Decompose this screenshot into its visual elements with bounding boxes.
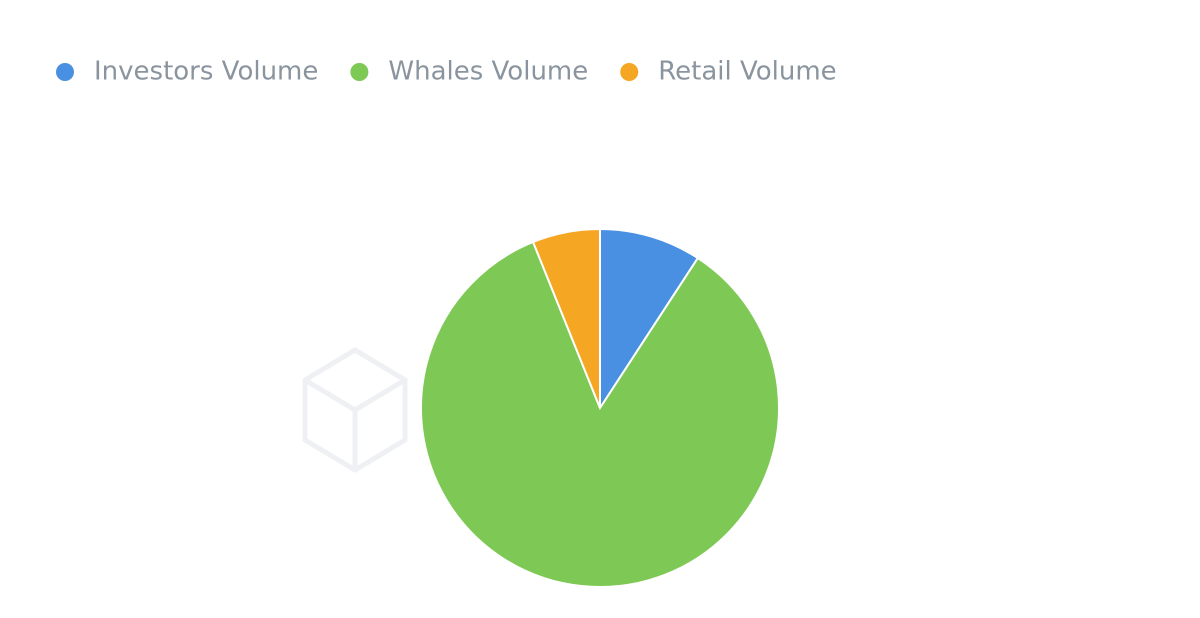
pie-slice bbox=[531, 227, 601, 409]
legend-label: Retail Volume bbox=[658, 57, 836, 87]
pie-slice bbox=[599, 227, 700, 412]
legend-marker bbox=[350, 63, 369, 81]
legend-marker bbox=[56, 63, 74, 81]
legend-label: Investors Volume bbox=[94, 57, 318, 87]
legend-marker bbox=[620, 63, 639, 81]
pie-slice bbox=[420, 240, 780, 588]
watermark bbox=[302, 347, 408, 473]
legend-label: Whales Volume bbox=[388, 57, 588, 87]
